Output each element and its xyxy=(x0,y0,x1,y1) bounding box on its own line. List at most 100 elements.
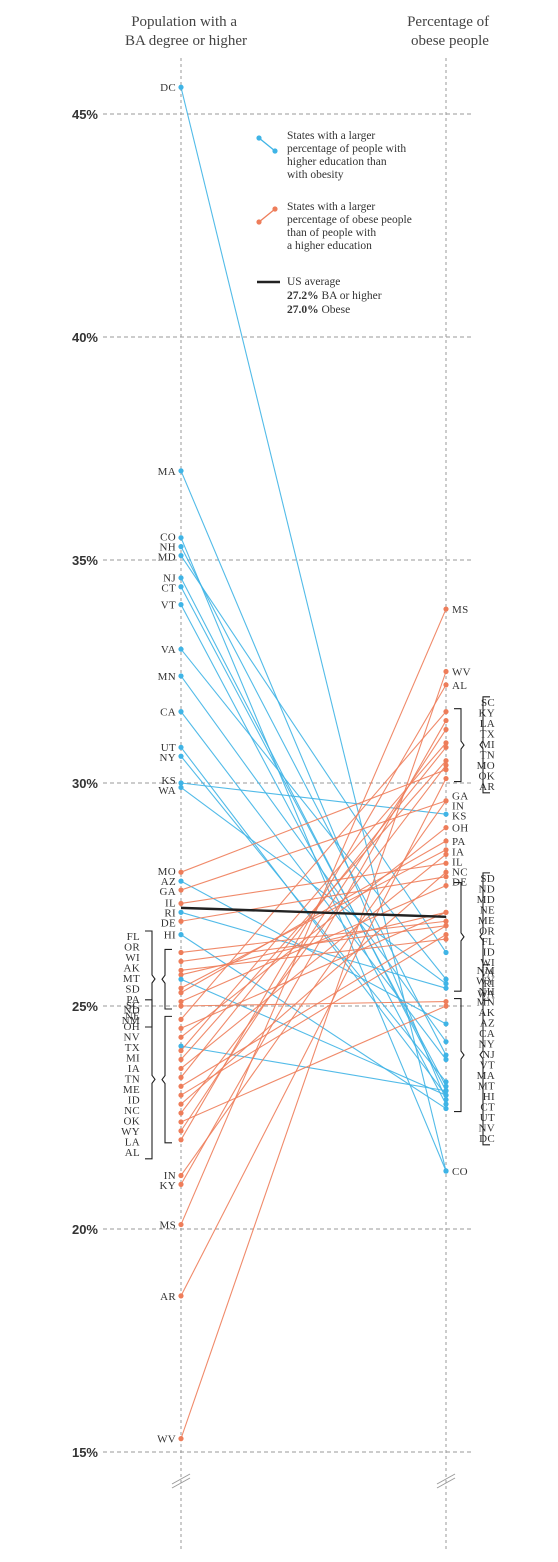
dot-left-il xyxy=(178,901,183,906)
dot-right-nm xyxy=(443,999,448,1004)
dot-left-sd xyxy=(178,986,183,991)
dot-right-ok xyxy=(443,763,448,768)
dot-left-nm xyxy=(178,1003,183,1008)
dot-right-wy xyxy=(443,1003,448,1008)
dot-left-dc xyxy=(178,85,183,90)
dot-left-al xyxy=(178,1137,183,1142)
dot-left-mo xyxy=(178,870,183,875)
legend: States with a larger percentage of peopl… xyxy=(256,130,414,316)
dot-right-sc xyxy=(443,709,448,714)
dot-right-ks xyxy=(443,812,448,817)
dot-left-mt xyxy=(178,977,183,982)
dot-left-ks xyxy=(178,780,183,785)
data-points xyxy=(178,85,448,1442)
dot-left-ny xyxy=(178,754,183,759)
dot-left-or xyxy=(178,959,183,964)
dot-right-wa xyxy=(443,981,448,986)
dot-left-ky xyxy=(178,1182,183,1187)
dot-left-wy xyxy=(178,1119,183,1124)
dot-right-ky xyxy=(443,718,448,723)
dot-left-ct xyxy=(178,584,183,589)
dot-left-ma xyxy=(178,468,183,473)
dot-left-md xyxy=(178,553,183,558)
dot-left-va xyxy=(178,647,183,652)
right-group-brace-inner xyxy=(454,709,464,782)
dot-left-me xyxy=(178,1084,183,1089)
dot-left-nc xyxy=(178,1102,183,1107)
dot-right-va xyxy=(443,977,448,982)
right-group-label-ar: AR xyxy=(479,781,495,793)
dot-right-in xyxy=(443,798,448,803)
right-group-brace-inner xyxy=(454,883,464,992)
legend-average-obese: 27.0% Obese xyxy=(287,304,350,316)
dot-left-ut xyxy=(178,745,183,750)
dot-right-fl xyxy=(443,919,448,924)
dot-right-id xyxy=(443,932,448,937)
left-label-ma: MA xyxy=(158,466,176,478)
legend-blue-dot xyxy=(256,135,261,140)
dot-left-ak xyxy=(178,972,183,977)
dot-right-wv xyxy=(443,669,448,674)
left-label-hi: HI xyxy=(164,930,176,942)
slope-line-sc xyxy=(181,712,446,1020)
dot-left-nj xyxy=(178,575,183,580)
dot-right-nd xyxy=(443,883,448,888)
dot-right-ia xyxy=(443,852,448,857)
dot-left-ri xyxy=(178,910,183,915)
left-label-wa: WA xyxy=(158,785,176,797)
legend-orange-text: States with a larger percentage of obese… xyxy=(287,201,415,252)
dot-left-nv xyxy=(178,1044,183,1049)
dot-right-tn xyxy=(443,745,448,750)
left-label-vt: VT xyxy=(161,600,176,612)
dot-left-ca xyxy=(178,709,183,714)
left-label-ms: MS xyxy=(160,1220,177,1232)
dot-right-az xyxy=(443,1021,448,1026)
legend-blue-line xyxy=(259,138,275,151)
dot-right-ct xyxy=(443,1084,448,1089)
legend-orange-dot xyxy=(272,206,277,211)
right-label-ms: MS xyxy=(452,604,469,616)
dot-right-ca xyxy=(443,1057,448,1062)
slope-line-vt xyxy=(181,605,446,1105)
left-label-ar: AR xyxy=(160,1291,176,1303)
y-tick-label: 20% xyxy=(72,1222,98,1237)
dot-left-wv xyxy=(178,1436,183,1441)
dot-right-ms xyxy=(443,606,448,611)
dot-left-in xyxy=(178,1173,183,1178)
dot-left-sc xyxy=(178,1017,183,1022)
dot-right-mi xyxy=(443,758,448,763)
legend-average-ba: 27.2% BA or higher xyxy=(287,290,382,302)
right-group-brace-inner xyxy=(454,999,464,1112)
gridlines: 45%40%35%30%25%20%15% xyxy=(72,107,472,1460)
dot-left-de xyxy=(178,919,183,924)
left-label-md: MD xyxy=(158,552,176,564)
right-group-label-dc: DC xyxy=(479,1133,495,1145)
right-column-title: Percentage of obese people xyxy=(407,14,493,49)
y-tick-label: 15% xyxy=(72,1445,98,1460)
dot-right-nh xyxy=(443,1052,448,1057)
dot-left-tn xyxy=(178,1075,183,1080)
legend-blue-text: States with a larger percentage of peopl… xyxy=(287,130,409,181)
slope-line-sd xyxy=(181,850,446,988)
dot-right-tx xyxy=(443,740,448,745)
dot-right-ny xyxy=(443,1079,448,1084)
dot-left-ok xyxy=(178,1110,183,1115)
dot-right-ar xyxy=(443,776,448,781)
y-tick-label: 25% xyxy=(72,999,98,1014)
dot-right-nc xyxy=(443,870,448,875)
dot-left-az xyxy=(178,879,183,884)
dot-right-il xyxy=(443,861,448,866)
legend-orange-item: States with a larger percentage of obese… xyxy=(256,201,414,252)
y-tick-label: 35% xyxy=(72,553,98,568)
dot-right-wi xyxy=(443,937,448,942)
y-tick-label: 45% xyxy=(72,107,98,122)
left-column-title: Population with a BA degree or higher xyxy=(125,14,247,49)
legend-blue-dot xyxy=(272,148,277,153)
left-group-brace-inner xyxy=(162,949,172,1009)
right-label-co: CO xyxy=(452,1166,468,1178)
dot-right-sd xyxy=(443,847,448,852)
dot-right-ma xyxy=(443,1097,448,1102)
legend-average-item: US average 27.2% BA or higher 27.0% Obes… xyxy=(257,276,382,316)
dot-left-la xyxy=(178,1128,183,1133)
